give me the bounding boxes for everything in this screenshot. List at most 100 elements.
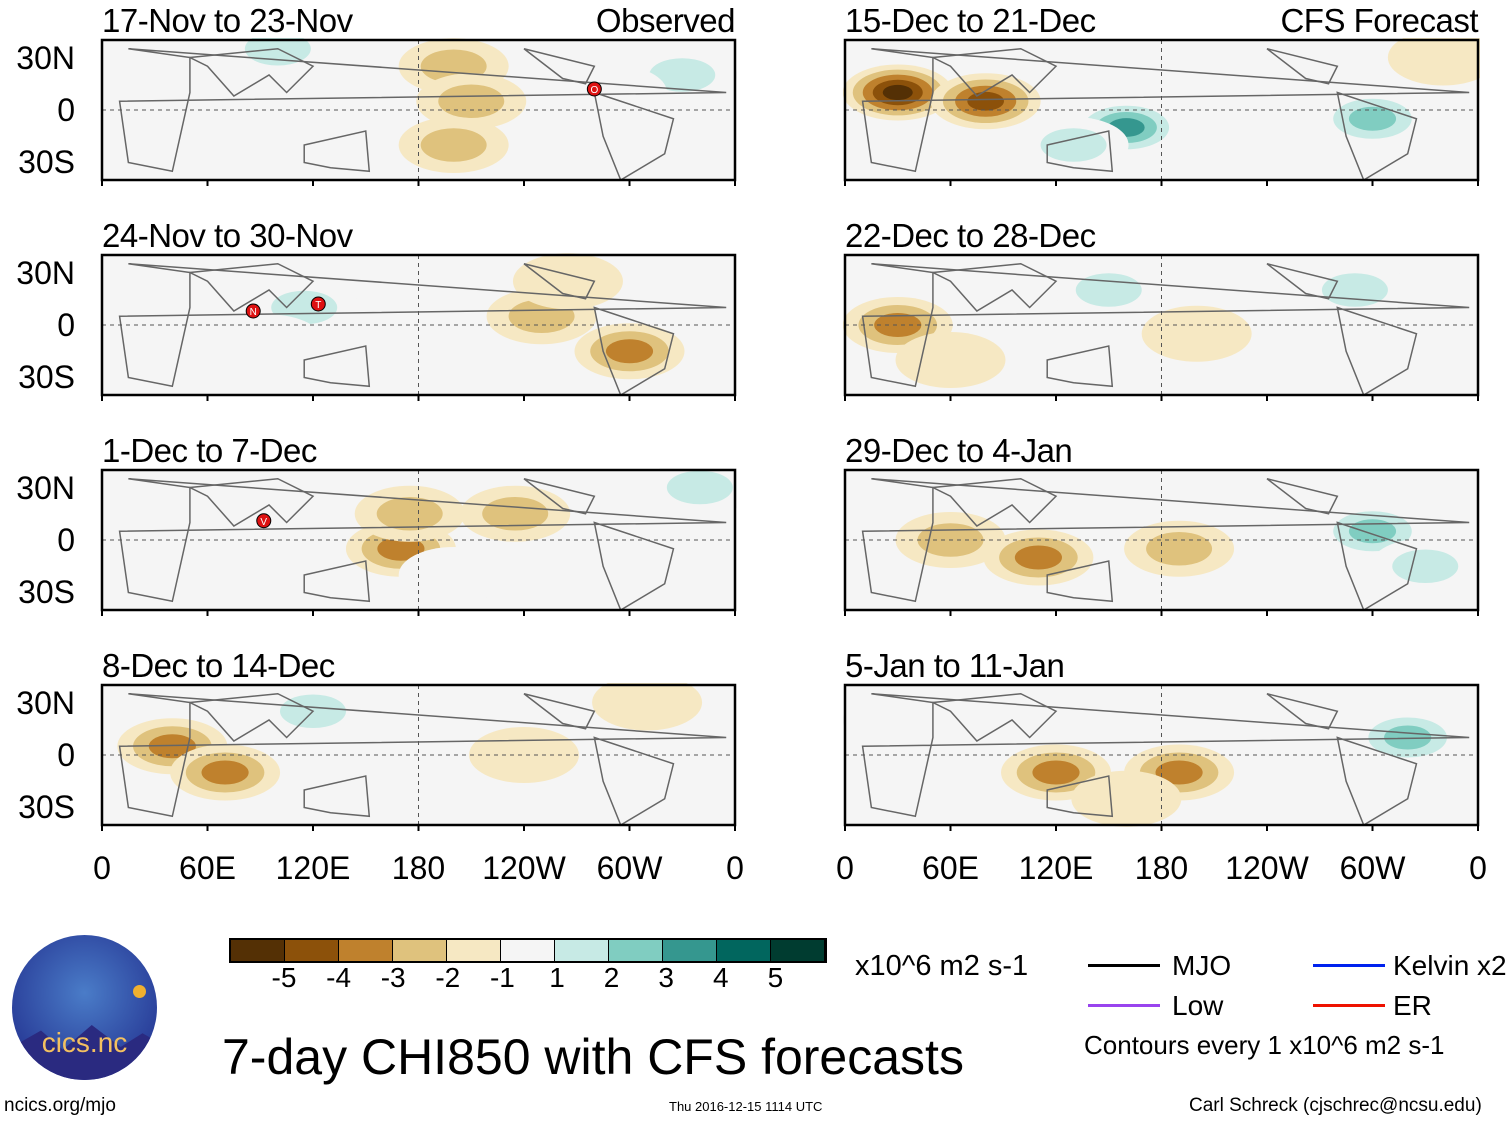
coastline [1266, 693, 1339, 730]
coastline [930, 262, 1058, 312]
storm-marker: O [586, 81, 602, 97]
storm-marker: T [310, 296, 326, 312]
coastline [523, 48, 596, 85]
coastline [187, 47, 315, 97]
mjo-line [1088, 964, 1160, 967]
anomaly-contour [574, 770, 685, 827]
anomaly-contour [148, 734, 196, 759]
colorbar-swatch [231, 940, 285, 961]
colorbar-tick: 2 [603, 962, 620, 993]
y-tick-label: 30N [16, 685, 75, 721]
forecast-label: CFS Forecast [1280, 2, 1478, 39]
coastline [523, 693, 596, 730]
storm-marker: V [256, 513, 272, 529]
coastline [118, 478, 727, 603]
anomaly-contour [1387, 38, 1480, 86]
x-tick-label: 120W [482, 850, 566, 886]
colorbar-swatch [609, 940, 663, 961]
colorbar-tick: 5 [767, 962, 784, 993]
anomaly-contour [1146, 531, 1213, 566]
panel-title: 17-Nov to 23-Nov [102, 2, 353, 39]
coastline [1336, 521, 1418, 612]
x-tick-label: 120E [1018, 850, 1094, 886]
colorbar-tick: -5 [271, 962, 297, 993]
coastline [930, 692, 1058, 742]
y-tick-label: 0 [57, 92, 75, 128]
colorbar-tick: 1 [549, 962, 565, 993]
cics-logo: cics.nc [12, 935, 157, 1080]
anomaly-contour [967, 91, 1004, 111]
coastline [118, 48, 727, 173]
x-tick-label: 0 [836, 850, 854, 886]
panel-title: 24-Nov to 30-Nov [102, 217, 353, 254]
coastline [187, 692, 315, 742]
coastline [1266, 478, 1339, 515]
y-tick-label: 30N [16, 470, 75, 506]
colorbar [229, 938, 827, 963]
coastline [1046, 775, 1114, 818]
coastline [1046, 345, 1114, 388]
coastline [1266, 263, 1339, 300]
colorbar-tick: 4 [713, 962, 729, 993]
anomaly-contour [605, 339, 654, 364]
svg-text:N: N [250, 307, 257, 318]
y-tick-label: 0 [57, 737, 75, 773]
y-tick-label: 30N [16, 40, 75, 76]
colorbar-swatch [339, 940, 393, 961]
map-panel [843, 468, 1480, 616]
colorbar-swatch [663, 940, 717, 961]
coastline [118, 693, 727, 818]
y-tick-label: 0 [57, 522, 75, 558]
colorbar-tick: 3 [658, 962, 674, 993]
map-panel: O [100, 38, 737, 186]
contour-note: Contours every 1 x10^6 m2 s-1 [1084, 1030, 1445, 1060]
anomaly-contour [1392, 549, 1459, 584]
map-panel [843, 683, 1480, 831]
coastline [593, 521, 675, 612]
anomaly-contour [1348, 106, 1397, 131]
anomaly-contour [152, 73, 263, 130]
x-tick-label: 0 [1469, 850, 1487, 886]
colorbar-swatch [555, 940, 609, 961]
panel-title: 5-Jan to 11-Jan [845, 647, 1065, 684]
anomaly-contour [1032, 760, 1080, 785]
x-tick-label: 120W [1225, 850, 1309, 886]
coastline [303, 345, 371, 388]
coastline [930, 477, 1058, 527]
x-tick-label: 60W [596, 850, 663, 886]
footer-url[interactable]: ncics.org/mjo [4, 1095, 116, 1116]
coastline [1336, 91, 1418, 182]
coastline [861, 48, 1470, 173]
colorbar-swatch [393, 940, 447, 961]
anomaly-contour [649, 58, 716, 92]
coastline [930, 47, 1058, 97]
panel-title: 22-Dec to 28-Dec [845, 217, 1096, 254]
map-panel: V [100, 468, 737, 616]
anomaly-contour [420, 128, 487, 162]
coastline [593, 306, 675, 397]
svg-text:T: T [315, 300, 321, 311]
anomaly-contour [843, 692, 953, 748]
y-tick-label: 30S [18, 359, 75, 395]
panel-title: 15-Dec to 21-Dec [845, 2, 1096, 39]
coastline [861, 263, 1470, 388]
coastline [861, 478, 1470, 603]
anomaly-contour [376, 496, 443, 531]
map-panel [843, 253, 1480, 401]
legend-low: Low [1172, 990, 1224, 1021]
y-tick-label: 0 [57, 307, 75, 343]
panel-title: 8-Dec to 14-Dec [102, 647, 335, 684]
anomaly-contour [1141, 305, 1252, 362]
coastline [303, 560, 371, 603]
coastline [523, 478, 596, 515]
anomaly-contour [512, 253, 623, 310]
coastline [593, 736, 675, 827]
anomaly-contour [438, 84, 505, 119]
anomaly-contour [214, 314, 325, 371]
observed-label: Observed [595, 2, 736, 39]
anomaly-contour [895, 332, 1006, 388]
footer-author: Carl Schreck (cjschrec@ncsu.edu) [1189, 1095, 1482, 1116]
low-line [1088, 1004, 1160, 1007]
er-line [1313, 1004, 1385, 1007]
coastline [861, 693, 1470, 818]
